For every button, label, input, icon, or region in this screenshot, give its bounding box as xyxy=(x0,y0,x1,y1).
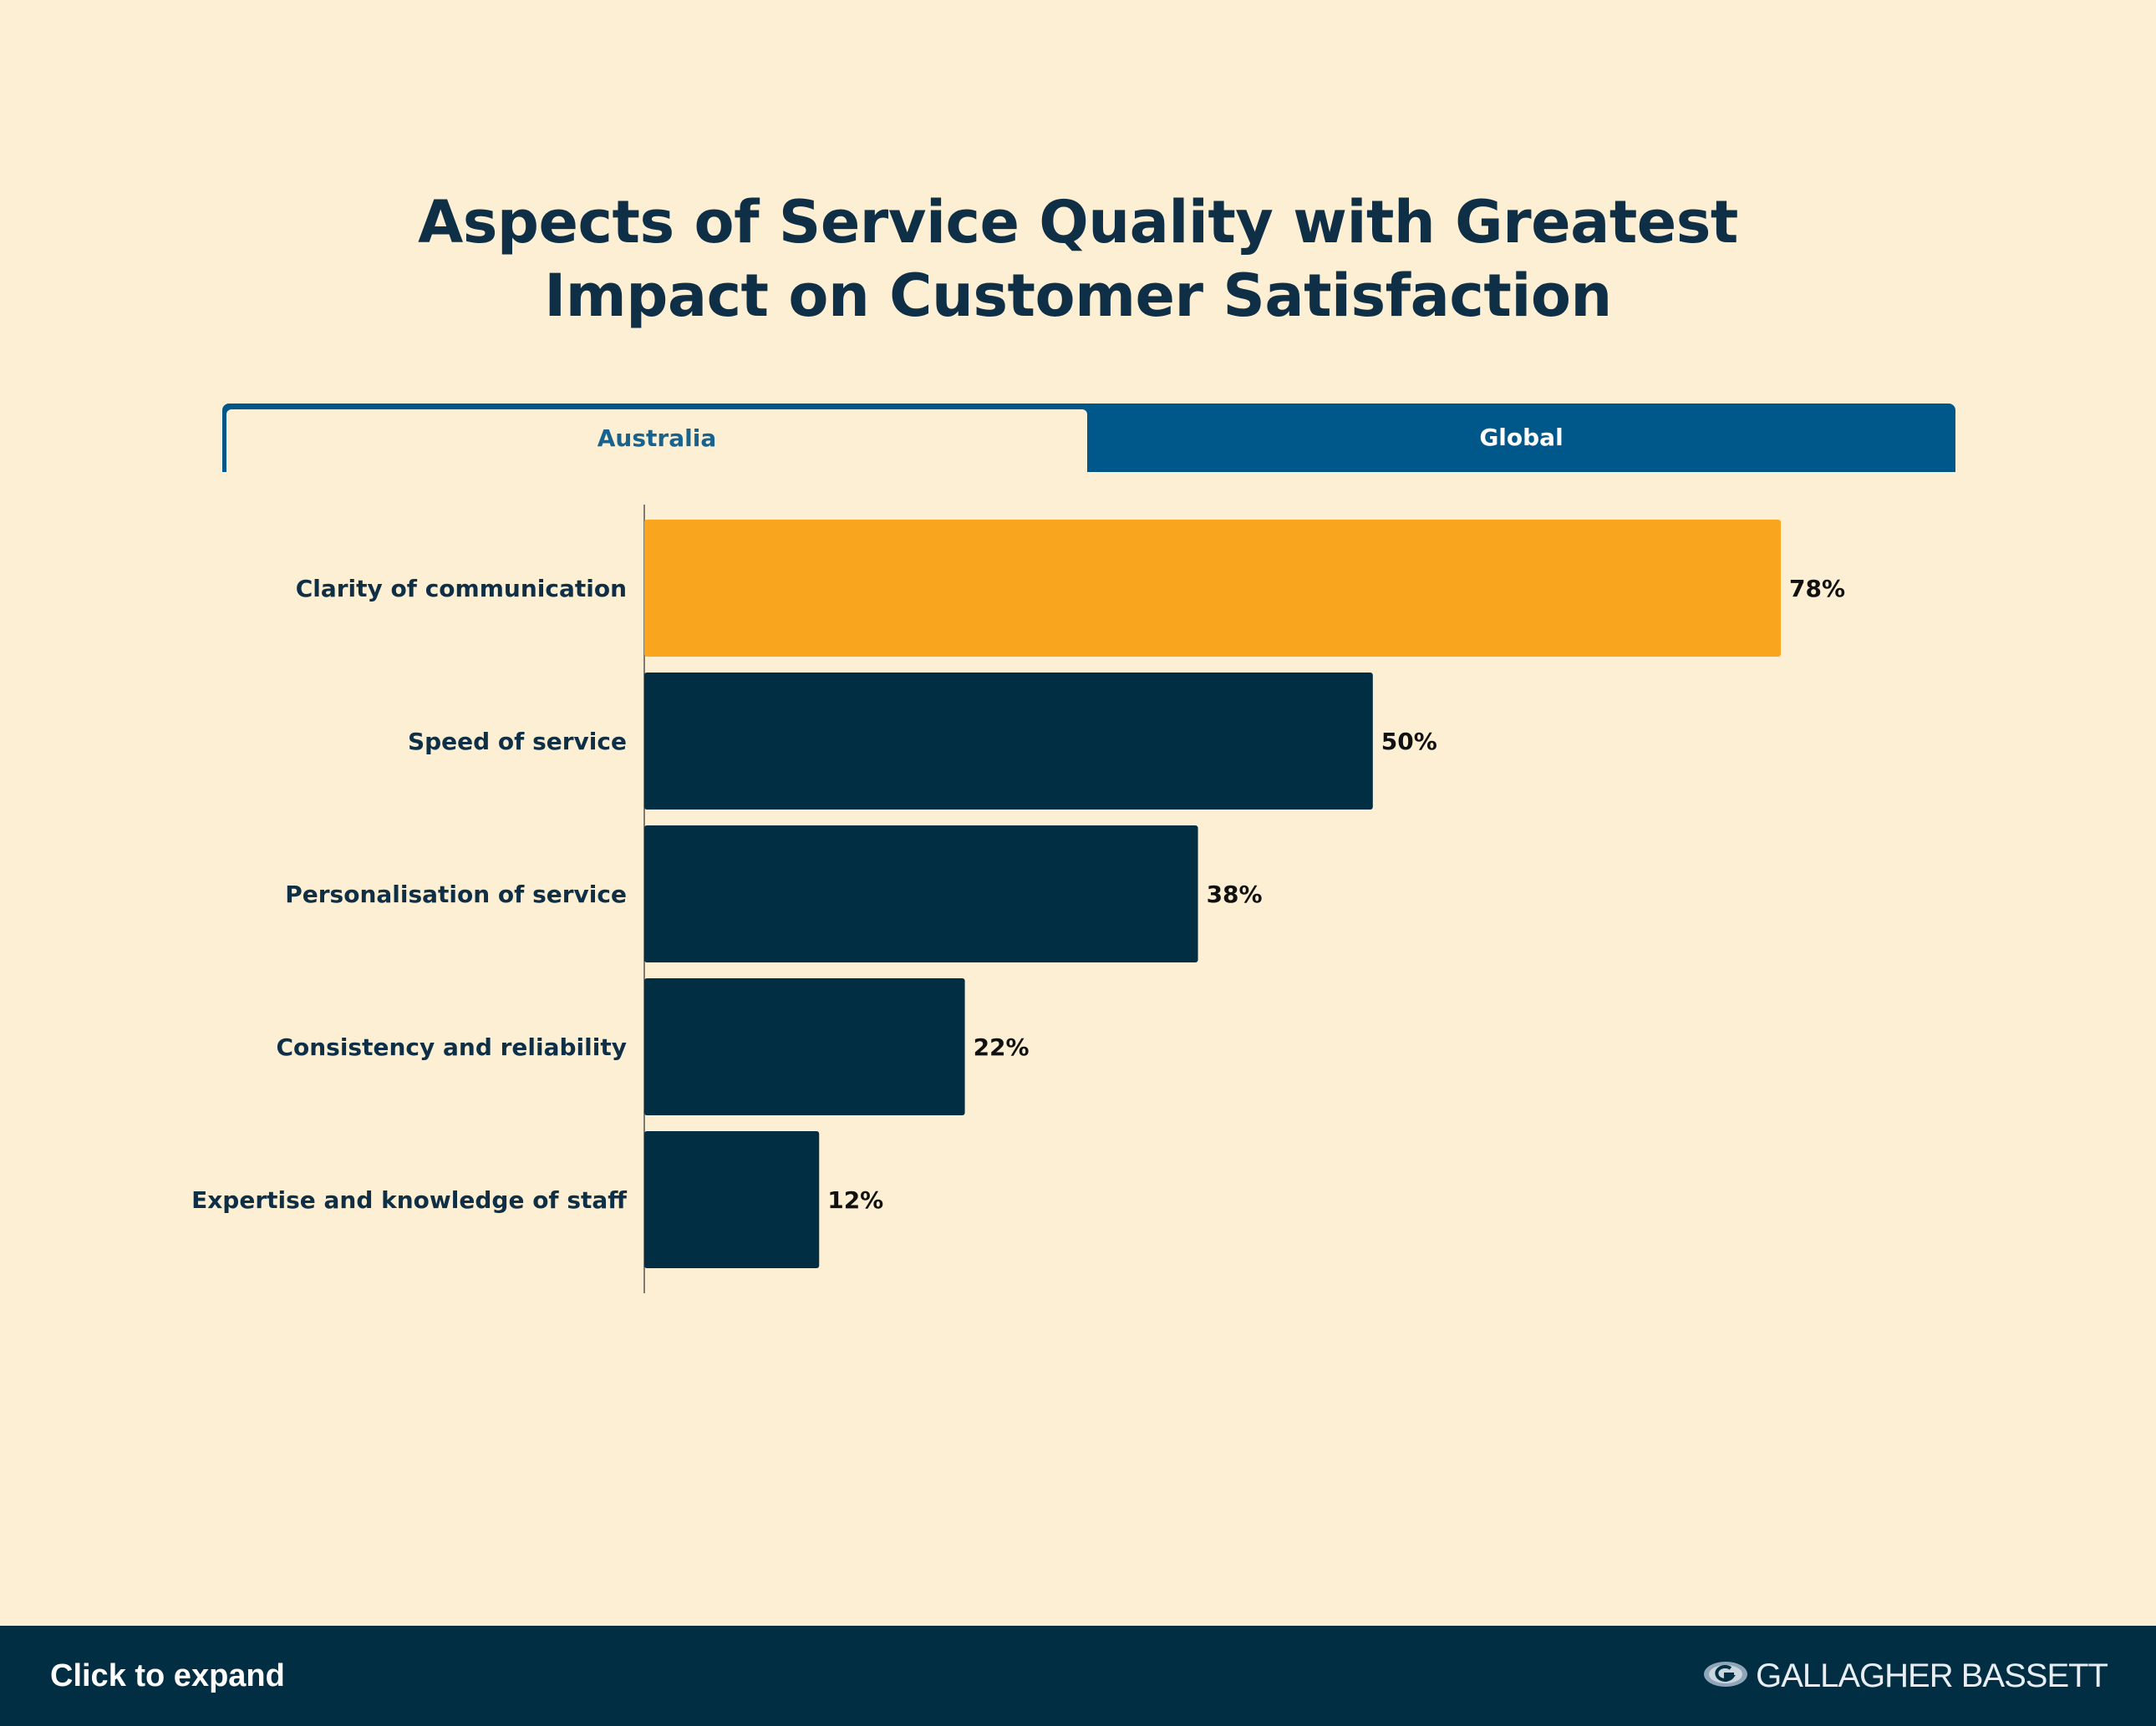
expand-button[interactable]: Click to expand xyxy=(50,1658,285,1693)
value-label-expertise-and-knowledge-of-staff: 12% xyxy=(827,1186,883,1214)
brand-logo: GALLAGHER BASSETT xyxy=(1702,1651,2108,1701)
bar-consistency-and-reliability[interactable] xyxy=(644,978,965,1115)
value-label-personalisation-of-service: 38% xyxy=(1207,881,1263,908)
value-label-clarity-of-communication: 78% xyxy=(1789,575,1845,602)
gallagher-g-globe-icon xyxy=(1702,1660,1749,1692)
region-tabs: Australia Global xyxy=(222,404,1955,472)
category-label-personalisation-of-service: Personalisation of service xyxy=(285,881,627,908)
category-label-consistency-and-reliability: Consistency and reliability xyxy=(276,1033,627,1061)
bar-clarity-of-communication[interactable] xyxy=(644,520,1781,657)
bars-group: Clarity of communication 78% Speed of serv… xyxy=(191,520,1845,1268)
tab-australia[interactable]: Australia xyxy=(226,409,1087,472)
chart-title: Aspects of Service Quality with Greatest… xyxy=(0,185,2156,333)
category-label-clarity-of-communication: Clarity of communication xyxy=(296,575,627,602)
chart-title-line-2: Impact on Customer Satisfaction xyxy=(544,261,1612,330)
chart-title-line-1: Aspects of Service Quality with Greatest xyxy=(418,188,1738,256)
bar-expertise-and-knowledge-of-staff[interactable] xyxy=(644,1131,820,1268)
value-label-consistency-and-reliability: 22% xyxy=(974,1033,1030,1061)
value-label-speed-of-service: 50% xyxy=(1381,728,1437,755)
category-label-speed-of-service: Speed of service xyxy=(408,728,627,755)
category-label-expertise-and-knowledge-of-staff: Expertise and knowledge of staff xyxy=(191,1186,627,1214)
bar-speed-of-service[interactable] xyxy=(644,673,1373,810)
bar-personalisation-of-service[interactable] xyxy=(644,825,1198,962)
tab-global[interactable]: Global xyxy=(1479,424,1564,451)
footer-bar: Click to expand GALLAGHER BASSETT xyxy=(0,1626,2156,1726)
brand-name: GALLAGHER BASSETT xyxy=(1756,1657,2108,1694)
bar-chart: Clarity of communication 78% Speed of serv… xyxy=(191,505,1845,1293)
